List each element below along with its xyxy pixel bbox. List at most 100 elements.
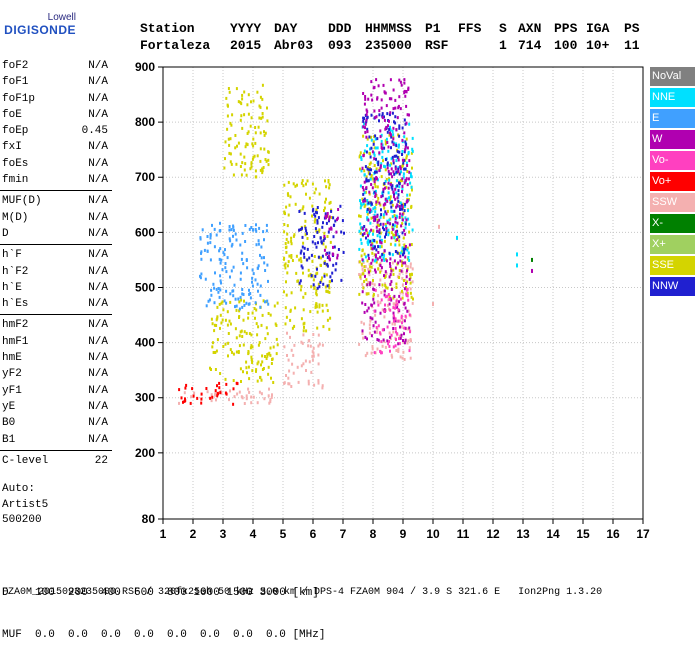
echo-point-sse	[256, 154, 259, 158]
echo-point-w	[330, 226, 333, 230]
echo-point-e	[239, 277, 242, 281]
y-tick-label: 500	[135, 280, 155, 294]
echo-point-w	[336, 253, 339, 257]
echo-point-ssw	[368, 326, 371, 330]
echo-point-sse	[324, 200, 327, 204]
echo-point-ssw	[388, 307, 390, 311]
echo-point-w	[387, 186, 390, 190]
echo-point-sse	[409, 276, 412, 280]
echo-point-nnw	[380, 213, 383, 217]
echo-point-vo-	[395, 330, 397, 334]
echo-point-nnw	[365, 150, 368, 154]
echo-point-sse	[328, 186, 331, 190]
echo-point-w	[399, 254, 402, 258]
echo-point-ssw	[409, 287, 412, 291]
echo-point-nnw	[322, 282, 325, 286]
echo-point-vo-	[374, 288, 377, 292]
echo-point-sse	[219, 372, 222, 375]
echo-point-ssw	[286, 354, 288, 357]
echo-point-sse	[301, 179, 304, 183]
param-label: MUF(D)	[2, 195, 42, 208]
echo-point-w	[366, 283, 369, 287]
header-value: 1	[499, 38, 507, 53]
echo-point-ssw	[402, 340, 405, 344]
echo-point-sse	[240, 114, 243, 118]
echo-point-w	[389, 265, 392, 268]
echo-point-e	[248, 227, 251, 231]
echo-point-ssw	[392, 302, 395, 306]
echo-point-sse	[313, 220, 316, 224]
auto-artist: Artist5	[2, 498, 49, 511]
echo-point-sse	[238, 309, 241, 313]
echo-point-sse	[237, 350, 240, 353]
echo-point-sse	[273, 304, 276, 308]
echo-point-sse	[228, 319, 231, 323]
header-label: S	[499, 21, 507, 36]
echo-point-nnw	[306, 247, 309, 251]
echo-point-sse	[227, 87, 230, 90]
echo-point-ssw	[386, 303, 389, 307]
echo-point-nne	[408, 122, 411, 126]
echo-point-sse	[307, 274, 310, 278]
echo-point-nnw	[299, 279, 302, 283]
echo-point-ssw	[360, 320, 363, 324]
echo-point-w	[402, 261, 405, 265]
echo-point-nne	[408, 222, 411, 226]
echo-point-nnw	[393, 172, 396, 176]
echo-point-vo-	[394, 303, 397, 307]
echo-point-sse	[405, 156, 408, 160]
param-row: yF1 N/A	[0, 383, 112, 399]
echo-point-vo-	[392, 314, 395, 318]
echo-point-nne	[363, 122, 366, 126]
echo-point-nnw	[373, 246, 376, 250]
echo-point-nne	[379, 245, 382, 249]
legend-item-noval: NoVal	[650, 67, 695, 86]
echo-point-sse	[241, 161, 244, 165]
echo-point-w	[383, 289, 386, 293]
echo-point-nnw	[377, 160, 380, 164]
echo-point-vo-	[400, 316, 403, 320]
legend-item-x-: X-	[650, 214, 695, 233]
echo-point-w	[401, 205, 404, 209]
echo-point-vo-	[189, 401, 192, 405]
echo-point-sse	[261, 313, 264, 317]
echo-point-nnw	[398, 181, 400, 185]
echo-point-sse	[406, 246, 409, 250]
echo-point-sse	[272, 381, 275, 384]
echo-point-sse	[370, 135, 372, 139]
echo-point-sse	[305, 329, 308, 333]
echo-point-e	[209, 236, 212, 240]
echo-point-vo-	[406, 294, 409, 298]
echo-point-e	[219, 221, 221, 225]
echo-point-nne	[367, 238, 370, 242]
echo-point-nnw	[403, 251, 406, 255]
echo-point-sse	[252, 155, 255, 159]
echo-point-nnw	[304, 226, 307, 230]
echo-point-w	[328, 215, 331, 219]
echo-point-nnw	[332, 263, 335, 267]
echo-point-w	[404, 326, 407, 330]
echo-point-ssw	[210, 393, 213, 397]
echo-point-sse	[366, 259, 369, 263]
echo-point-nnw	[391, 187, 394, 191]
echo-point-w	[326, 212, 329, 215]
echo-point-e	[230, 244, 233, 248]
echo-point-nne	[405, 161, 408, 165]
param-label: h`F	[2, 249, 22, 262]
echo-point-ssw	[374, 313, 377, 317]
echo-point-sse	[302, 205, 305, 209]
echo-point-vo-	[373, 309, 376, 313]
param-row: B0 N/A	[0, 415, 112, 431]
echo-point-nnw	[326, 256, 329, 259]
echo-point-sse	[369, 265, 372, 269]
echo-point-sse	[261, 115, 264, 119]
echo-point-w	[404, 306, 407, 310]
echo-point-vo-	[400, 314, 403, 318]
echo-point-sse	[211, 322, 214, 326]
echo-point-ssw	[391, 261, 394, 265]
echo-point-w	[364, 274, 366, 278]
echo-point-nnw	[314, 274, 317, 278]
echo-point-sse	[405, 154, 408, 158]
echo-point-sse	[372, 140, 375, 144]
param-row: B1 N/A	[0, 432, 112, 448]
